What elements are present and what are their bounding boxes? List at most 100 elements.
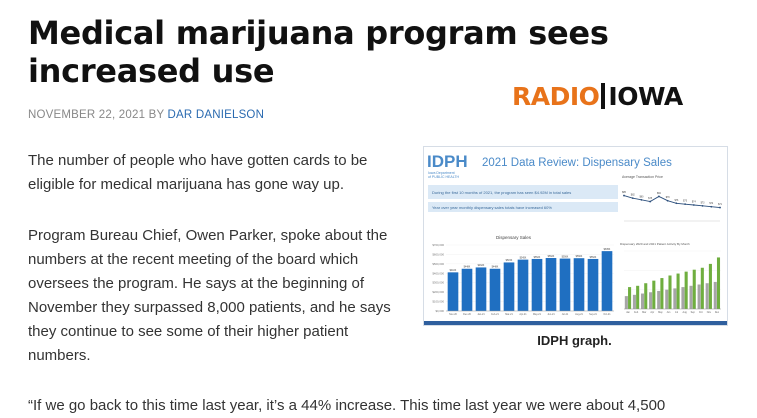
sales-bar xyxy=(559,258,571,311)
article-date: NOVEMBER 22, 2021 xyxy=(28,109,146,121)
activity-bar-2021 xyxy=(636,285,640,309)
sales-bar xyxy=(531,258,543,311)
paragraph: Program Bureau Chief, Owen Parker, spoke… xyxy=(28,227,391,364)
slide-logo: IDPH xyxy=(427,152,468,171)
point-value-label: $78 xyxy=(648,198,653,200)
activity-bar-2020 xyxy=(673,288,677,309)
x-tick-label: Sep xyxy=(691,311,696,314)
activity-bar-2021 xyxy=(628,287,632,309)
activity-chart-title: Dispensary 2020 and 2021 Patient Activit… xyxy=(620,242,690,246)
bar-value-label: $448K xyxy=(464,267,471,269)
x-tick-label: May-21 xyxy=(533,313,542,316)
bar-value-label: $552K xyxy=(534,257,541,259)
bar-value-label: $410K xyxy=(450,270,457,272)
author-link[interactable]: DAR DANIELSON xyxy=(167,109,265,121)
point-value-label: $84 xyxy=(657,193,662,195)
x-tick-label: Oct xyxy=(699,311,703,314)
activity-bar-2021 xyxy=(660,278,664,309)
x-tick-label: Nov xyxy=(707,311,712,314)
sales-bar xyxy=(461,268,473,311)
x-tick-label: Feb xyxy=(634,311,639,314)
point-value-label: $71 xyxy=(718,204,723,206)
activity-bar-2020 xyxy=(705,283,709,309)
paragraph: The number of people who have gotten car… xyxy=(28,152,368,193)
x-tick-label: Dec-20 xyxy=(463,313,471,316)
x-tick-label: Oct-21 xyxy=(603,313,611,316)
x-tick-label: May xyxy=(658,311,663,314)
slide-bullet: During the first 10 months of 2021, the … xyxy=(432,190,571,195)
idph-graph-image[interactable]: IDPH Iowa Department of PUBLIC HEALTH 20… xyxy=(423,146,728,326)
activity-bar-2020 xyxy=(657,290,661,309)
logo-divider-bar xyxy=(601,83,606,109)
activity-bar-2021 xyxy=(692,269,696,309)
activity-bar-2020 xyxy=(681,287,685,309)
activity-bar-2021 xyxy=(708,263,712,309)
sales-chart-title: Dispensary Sales xyxy=(496,235,532,240)
figure-caption: IDPH graph. xyxy=(537,333,612,348)
paragraph: “If we go back to this time last year, i… xyxy=(28,397,666,414)
point-value-label: $76 xyxy=(674,200,679,202)
bar-value-label: $635K xyxy=(604,249,611,251)
x-tick-label: Apr-21 xyxy=(519,313,527,316)
bar-value-label: $545K xyxy=(520,257,527,259)
bar-value-label: $515K xyxy=(506,260,513,262)
logo-radio-text: RADIO xyxy=(512,81,600,111)
activity-bar-2021 xyxy=(684,271,688,309)
sales-bar xyxy=(601,251,613,311)
x-tick-label: Jun xyxy=(667,311,672,314)
sales-bar xyxy=(573,258,585,311)
bullet-box xyxy=(428,185,618,199)
slide-logo-sub: of PUBLIC HEALTH xyxy=(428,175,460,179)
x-tick-label: Apr xyxy=(650,311,654,314)
x-tick-label: Jul xyxy=(675,311,679,314)
activity-bar-2021 xyxy=(644,283,648,309)
bullet-box xyxy=(428,202,618,212)
sales-bar xyxy=(475,267,487,311)
sales-bar xyxy=(587,258,599,311)
sales-bar xyxy=(447,272,459,311)
bar-value-label: $552K xyxy=(590,257,597,259)
sales-bar xyxy=(517,259,529,311)
slide-footer-bar xyxy=(424,321,727,325)
y-tick-label: $700,000 xyxy=(432,243,444,247)
x-tick-label: Jan-21 xyxy=(477,313,485,316)
x-tick-label: Aug xyxy=(682,311,687,314)
line-chart-title: Average Transaction Price xyxy=(622,175,663,179)
slide-title: 2021 Data Review: Dispensary Sales xyxy=(482,157,672,169)
sales-bar xyxy=(545,258,557,311)
activity-bar-2021 xyxy=(668,275,672,309)
x-tick-label: Mar-21 xyxy=(505,313,513,316)
bar-value-label: $556K xyxy=(562,256,569,258)
y-tick-label: $0,000 xyxy=(435,309,444,313)
activity-bar-2020 xyxy=(640,293,645,309)
y-tick-label: $100,000 xyxy=(432,300,444,304)
y-tick-label: $600,000 xyxy=(432,252,444,256)
activity-bar-2020 xyxy=(665,289,669,309)
x-tick-label: Jul-21 xyxy=(562,313,569,316)
activity-bar-2020 xyxy=(689,285,693,309)
y-tick-label: $200,000 xyxy=(432,290,444,294)
y-tick-label: $300,000 xyxy=(432,281,444,285)
price-series-line xyxy=(623,195,721,209)
x-tick-label: Mar xyxy=(642,311,646,314)
bar-value-label: $560K xyxy=(576,256,583,258)
x-tick-label: Aug-21 xyxy=(575,313,583,316)
bar-value-label: $448K xyxy=(492,267,499,269)
byline: NOVEMBER 22, 2021 BY DAR DANIELSON xyxy=(28,109,264,121)
logo-iowa-text: IOWA xyxy=(608,81,683,111)
point-value-label: $79 xyxy=(666,197,671,199)
activity-bar-2021 xyxy=(700,267,704,309)
x-tick-label: Jun-21 xyxy=(547,313,555,316)
activity-bar-2020 xyxy=(649,292,653,309)
activity-bar-2020 xyxy=(624,296,628,309)
sales-bar xyxy=(489,268,501,311)
radio-iowa-logo[interactable]: RADIO IOWA xyxy=(512,80,683,112)
x-tick-label: Dec xyxy=(715,311,720,314)
point-value-label: $72 xyxy=(709,203,714,205)
point-value-label: $73 xyxy=(701,202,706,204)
point-value-label: $85 xyxy=(622,192,627,194)
x-tick-label: Sep-21 xyxy=(589,313,597,316)
x-tick-label: Jan xyxy=(626,311,631,314)
activity-bar-2020 xyxy=(697,284,701,309)
activity-bar-2020 xyxy=(713,281,717,309)
